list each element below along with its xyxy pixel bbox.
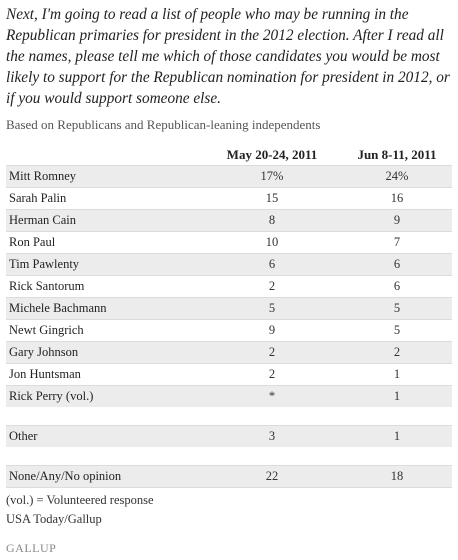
jun-value: 1 [342, 425, 452, 447]
jun-value: 9 [342, 209, 452, 232]
may-value: 6 [202, 253, 342, 276]
jun-value: 1 [342, 363, 452, 386]
may-value: 10 [202, 231, 342, 254]
header-row: May 20-24, 2011 Jun 8-11, 2011 [6, 144, 452, 166]
jun-value: 5 [342, 297, 452, 320]
header-may: May 20-24, 2011 [226, 146, 318, 162]
may-value: 17% [202, 165, 342, 188]
other-label: Other [6, 425, 202, 447]
table-row: Newt Gingrich 9 5 [6, 319, 452, 342]
table-row: Rick Perry (vol.) * 1 [6, 385, 452, 407]
may-value: 2 [202, 341, 342, 364]
may-value: 2 [202, 363, 342, 386]
spacer-row [6, 447, 452, 466]
may-value: 15 [202, 187, 342, 210]
jun-value: 18 [342, 465, 452, 488]
gallup-logo: GALLUP [6, 541, 57, 555]
question-text: Next, I'm going to read a list of people… [6, 6, 450, 107]
candidate-name: Jon Huntsman [6, 363, 202, 386]
may-value: 3 [202, 425, 342, 447]
may-value: 2 [202, 275, 342, 298]
table-row-other: Other 3 1 [6, 425, 452, 447]
table-row: Ron Paul 10 7 [6, 231, 452, 254]
jun-value: 6 [342, 275, 452, 298]
candidate-name: Rick Santorum [6, 275, 202, 298]
header-jun: Jun 8-11, 2011 [357, 146, 437, 162]
table-row: Sarah Palin 15 16 [6, 187, 452, 210]
may-value: 22 [202, 465, 342, 488]
jun-value: 24% [342, 165, 452, 188]
results-table: May 20-24, 2011 Jun 8-11, 2011 Mitt Romn… [6, 144, 452, 488]
table-row: Mitt Romney 17% 24% [6, 165, 452, 188]
sample-basis: Based on Republicans and Republican-lean… [6, 117, 321, 132]
header-candidate [6, 144, 202, 166]
candidate-name: Herman Cain [6, 209, 202, 232]
table-row: Rick Santorum 2 6 [6, 275, 452, 298]
may-value: 8 [202, 209, 342, 232]
candidate-name: Gary Johnson [6, 341, 202, 364]
may-value: * [202, 385, 342, 407]
candidate-name: Sarah Palin [6, 187, 202, 210]
candidate-name: Tim Pawlenty [6, 253, 202, 276]
may-value: 5 [202, 297, 342, 320]
candidate-name: Mitt Romney [6, 165, 202, 188]
may-value: 9 [202, 319, 342, 342]
table-row: Tim Pawlenty 6 6 [6, 253, 452, 276]
jun-value: 2 [342, 341, 452, 364]
jun-value: 6 [342, 253, 452, 276]
table-row-no-opinion: None/Any/No opinion 22 18 [6, 465, 452, 488]
footnote-source: USA Today/Gallup [6, 512, 102, 526]
table-row: Herman Cain 8 9 [6, 209, 452, 232]
spacer-row [6, 407, 452, 426]
table-row: Jon Huntsman 2 1 [6, 363, 452, 386]
jun-value: 7 [342, 231, 452, 254]
no-opinion-label: None/Any/No opinion [6, 465, 202, 488]
footnote-vol: (vol.) = Volunteered response [6, 493, 154, 507]
candidate-name: Rick Perry (vol.) [6, 385, 202, 407]
candidate-name: Michele Bachmann [6, 297, 202, 320]
candidate-name: Newt Gingrich [6, 319, 202, 342]
candidate-name: Ron Paul [6, 231, 202, 254]
table-row: Michele Bachmann 5 5 [6, 297, 452, 320]
table-row: Gary Johnson 2 2 [6, 341, 452, 364]
jun-value: 1 [342, 385, 452, 407]
jun-value: 16 [342, 187, 452, 210]
jun-value: 5 [342, 319, 452, 342]
